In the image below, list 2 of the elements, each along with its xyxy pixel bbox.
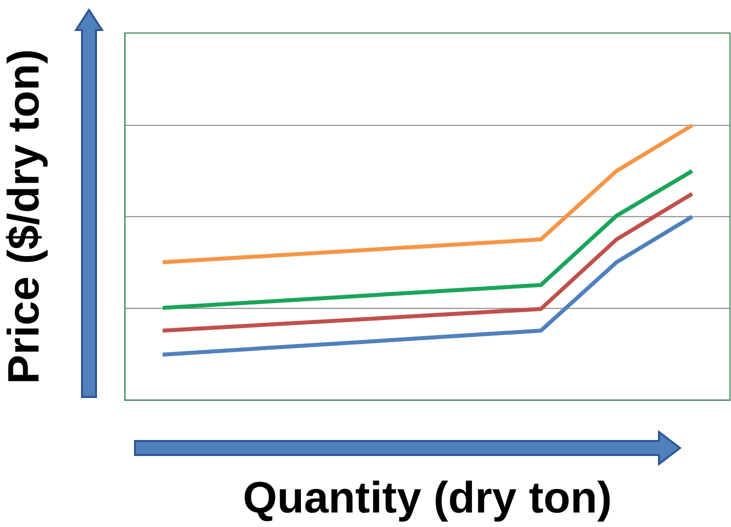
- y-axis-title: Price ($/dry ton): [0, 49, 49, 384]
- x-axis-title: Quantity (dry ton): [242, 474, 612, 523]
